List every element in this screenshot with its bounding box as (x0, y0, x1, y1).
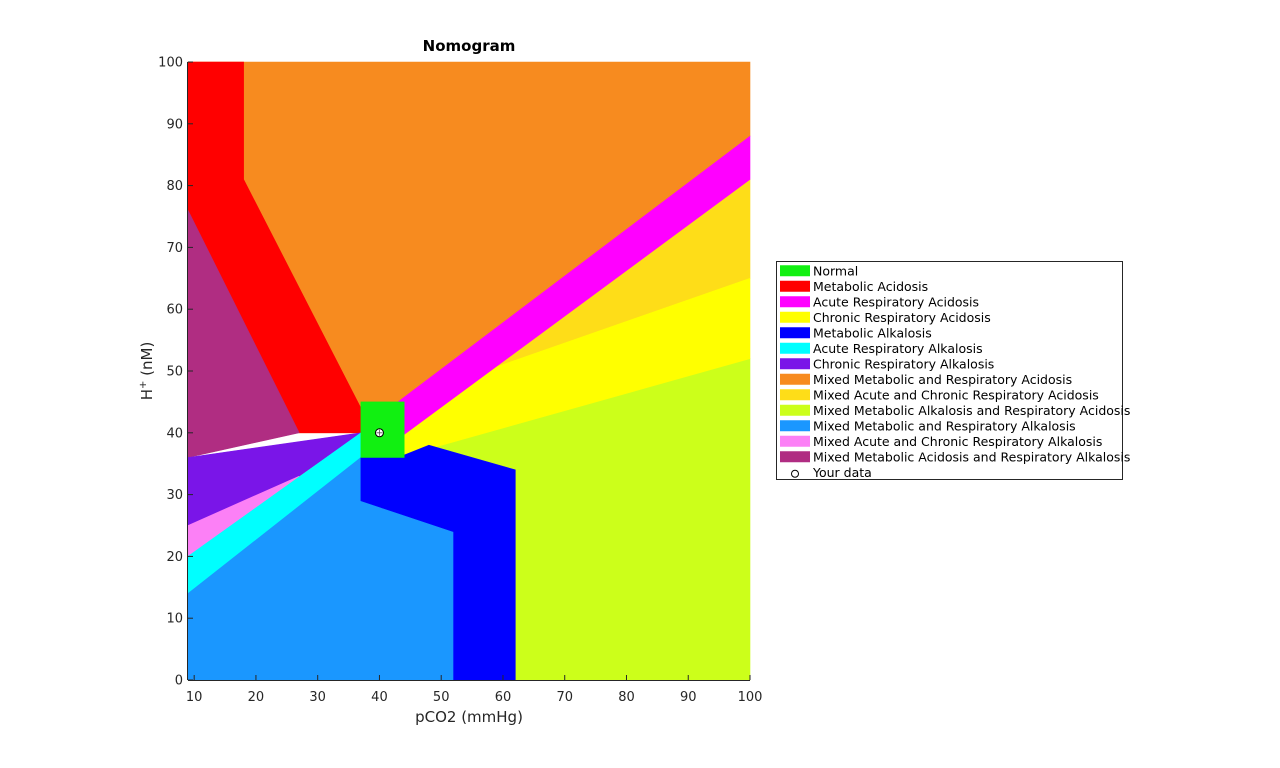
y-tick-label: 10 (166, 612, 183, 627)
region-layer (187, 61, 751, 681)
y-tick-label: 30 (166, 488, 183, 503)
legend-swatch (780, 420, 810, 432)
legend-label: Mixed Metabolic and Respiratory Acidosis (813, 372, 1072, 387)
legend-swatch (780, 389, 810, 401)
x-tick-label: 20 (248, 690, 265, 705)
x-tick-label: 100 (738, 690, 763, 705)
legend-swatch (780, 404, 810, 416)
legend-swatch (780, 435, 810, 447)
y-tick-label: 40 (166, 426, 183, 441)
legend-label: Chronic Respiratory Acidosis (813, 310, 991, 325)
legend-label: Mixed Acute and Chronic Respiratory Acid… (813, 387, 1099, 402)
legend-label: Acute Respiratory Alkalosis (813, 341, 983, 356)
legend-box (776, 261, 1123, 480)
legend-swatch (780, 451, 810, 463)
x-axis-label: pCO2 (mmHg) (415, 708, 523, 726)
y-tick-label: 60 (166, 303, 183, 318)
legend-label: Acute Respiratory Acidosis (813, 294, 979, 309)
y-tick-label: 80 (166, 179, 183, 194)
legend-label: Mixed Acute and Chronic Respiratory Alka… (813, 434, 1102, 449)
legend-label: Your data (812, 465, 872, 480)
y-axis-label-base: H (138, 389, 156, 400)
x-tick-label: 10 (186, 690, 203, 705)
axes (187, 62, 750, 681)
legend-swatch (780, 311, 810, 323)
data-marker-layer (374, 428, 384, 438)
legend-label: Metabolic Alkalosis (813, 325, 932, 340)
x-tick-label: 40 (371, 690, 388, 705)
legend-swatch (780, 265, 810, 277)
y-tick-label: 20 (166, 550, 183, 565)
legend-swatch (780, 327, 810, 339)
legend-label: Mixed Metabolic Alkalosis and Respirator… (813, 403, 1130, 418)
chart-title: Nomogram (423, 37, 516, 55)
legend-swatch (780, 358, 810, 370)
y-tick-label: 0 (175, 674, 183, 689)
legend-label: Mixed Metabolic Acidosis and Respiratory… (813, 449, 1130, 464)
legend-marker-your-data (791, 469, 799, 478)
y-tick-label: 90 (166, 117, 183, 132)
x-tick-label: 30 (309, 690, 326, 705)
y-tick-label: 50 (166, 365, 183, 380)
your-data-point-cross (376, 429, 383, 436)
legend-swatch (780, 280, 810, 292)
legend-swatch (780, 342, 810, 354)
x-ticks: 10 20 30 40 50 60 70 80 90 100 (186, 675, 763, 705)
legend-label: Chronic Respiratory Alkalosis (813, 356, 994, 371)
y-axis-label-sup: + (138, 381, 149, 389)
y-tick-label: 100 (158, 56, 183, 71)
y-axis-label-rest: (nM) (138, 342, 156, 381)
x-tick-label: 80 (618, 690, 635, 705)
legend-label: Normal (813, 263, 858, 278)
x-tick-label: 50 (433, 690, 450, 705)
x-tick-label: 70 (556, 690, 573, 705)
x-tick-label: 60 (495, 690, 512, 705)
legend-swatch (780, 296, 810, 308)
legend-label: Metabolic Acidosis (813, 279, 928, 294)
x-tick-label: 90 (680, 690, 697, 705)
y-axis-label: H+ (nM) (138, 342, 156, 401)
y-tick-label: 70 (166, 241, 183, 256)
y-ticks: 0 10 20 30 40 50 60 70 80 90 100 (158, 56, 193, 689)
legend-swatch (780, 373, 810, 385)
legend-label: Mixed Metabolic and Respiratory Alkalosi… (813, 418, 1076, 433)
